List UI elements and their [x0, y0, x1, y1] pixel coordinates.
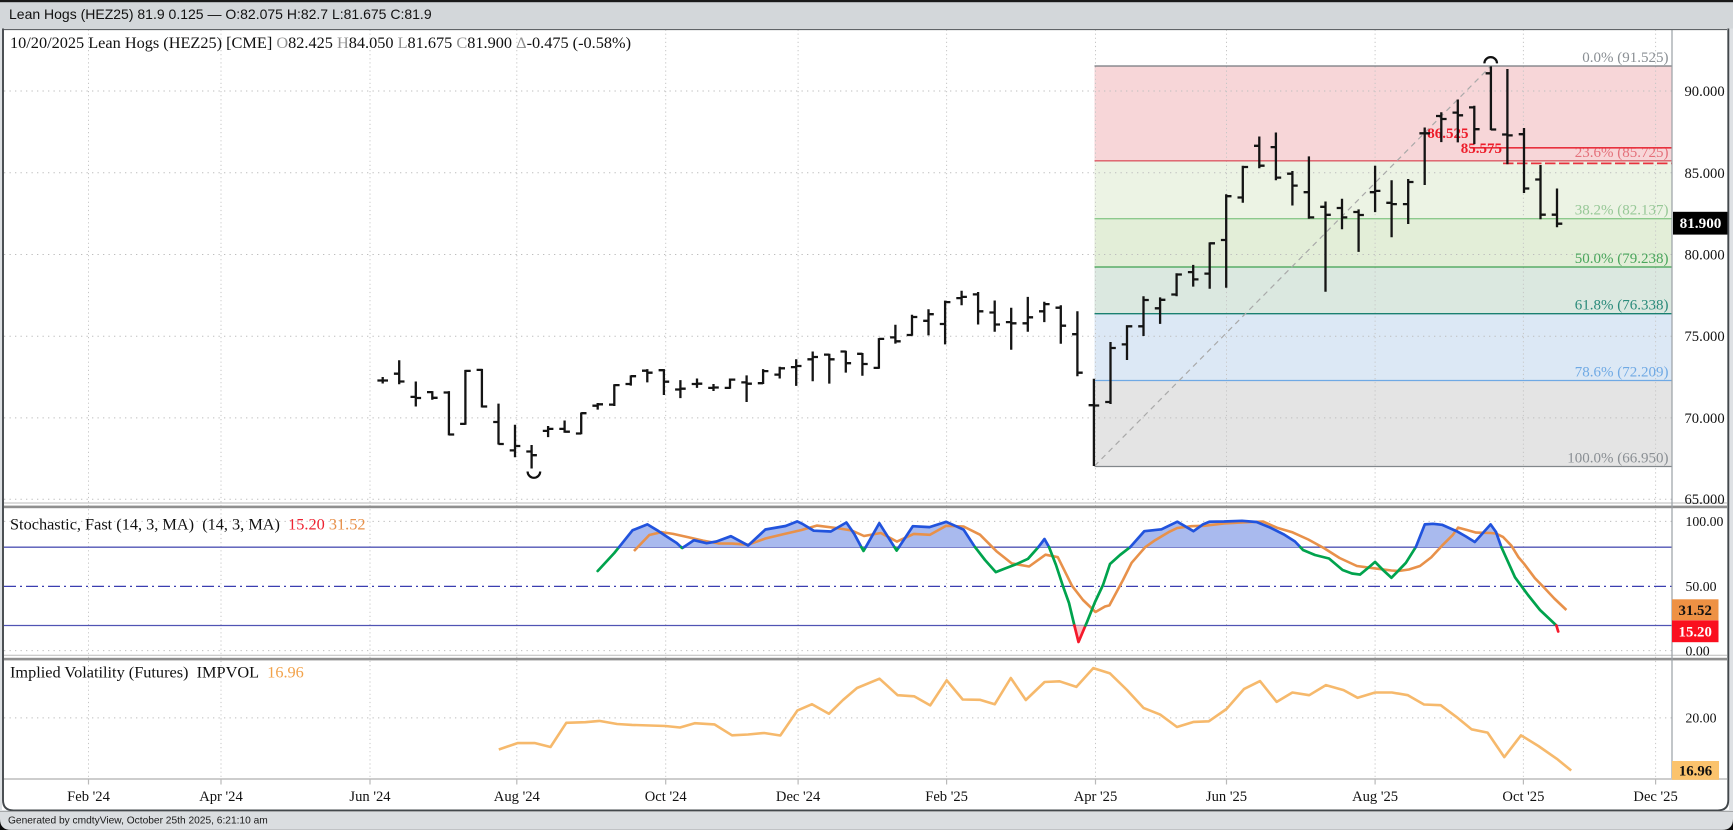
svg-text:Feb '25: Feb '25: [925, 789, 968, 805]
svg-text:80.000: 80.000: [1685, 248, 1725, 264]
svg-text:15.20: 15.20: [1679, 624, 1712, 640]
svg-text:65.000: 65.000: [1685, 492, 1725, 508]
svg-text:Jun '24: Jun '24: [349, 789, 391, 805]
svg-text:10/20/2025 Lean Hogs (HEZ25) [: 10/20/2025 Lean Hogs (HEZ25) [CME] O82.4…: [10, 33, 631, 52]
svg-text:100.00: 100.00: [1686, 514, 1724, 529]
svg-text:Apr '24: Apr '24: [199, 789, 243, 805]
svg-text:Jun '25: Jun '25: [1206, 789, 1247, 805]
svg-text:20.00: 20.00: [1686, 711, 1717, 726]
svg-text:75.000: 75.000: [1685, 329, 1725, 345]
svg-text:Dec '25: Dec '25: [1633, 789, 1677, 805]
svg-text:85.000: 85.000: [1685, 166, 1725, 182]
svg-text:50.0% (79.238): 50.0% (79.238): [1575, 251, 1669, 267]
svg-text:0.00: 0.00: [1686, 643, 1710, 658]
svg-text:Apr '25: Apr '25: [1074, 789, 1118, 805]
svg-text:Oct '24: Oct '24: [645, 789, 688, 805]
svg-text:61.8% (76.338): 61.8% (76.338): [1575, 298, 1669, 314]
svg-text:31.52: 31.52: [1679, 603, 1712, 619]
svg-text:100.0% (66.950): 100.0% (66.950): [1567, 451, 1668, 467]
svg-text:85.575: 85.575: [1461, 141, 1502, 157]
svg-text:Oct '25: Oct '25: [1502, 789, 1544, 805]
svg-text:Implied Volatility (Futures): Implied Volatility (Futures) IMPVOL 16.9…: [10, 663, 304, 682]
svg-text:38.2% (82.137): 38.2% (82.137): [1575, 203, 1669, 219]
svg-text:Aug '25: Aug '25: [1352, 789, 1398, 805]
svg-text:23.6% (85.725): 23.6% (85.725): [1575, 145, 1669, 161]
svg-text:Stochastic, Fast (14, 3, MA): Stochastic, Fast (14, 3, MA) (14, 3, MA)…: [10, 515, 365, 534]
svg-text:16.96: 16.96: [1679, 763, 1712, 779]
svg-text:Dec '24: Dec '24: [776, 789, 821, 805]
svg-text:0.0% (91.525): 0.0% (91.525): [1582, 50, 1668, 66]
svg-text:70.000: 70.000: [1685, 411, 1725, 427]
svg-text:90.000: 90.000: [1685, 84, 1725, 100]
svg-text:78.6% (72.209): 78.6% (72.209): [1575, 365, 1669, 381]
svg-text:Aug '24: Aug '24: [494, 789, 541, 805]
svg-text:50.00: 50.00: [1686, 579, 1717, 594]
svg-text:81.900: 81.900: [1680, 215, 1722, 232]
svg-text:Feb '24: Feb '24: [67, 789, 110, 805]
svg-text:Generated by cmdtyView, Octobe: Generated by cmdtyView, October 25th 202…: [8, 816, 268, 827]
svg-text:86.525: 86.525: [1427, 126, 1468, 142]
svg-text:Lean Hogs (HEZ25) 81.9 0.125 —: Lean Hogs (HEZ25) 81.9 0.125 — O:82.075 …: [9, 6, 432, 22]
